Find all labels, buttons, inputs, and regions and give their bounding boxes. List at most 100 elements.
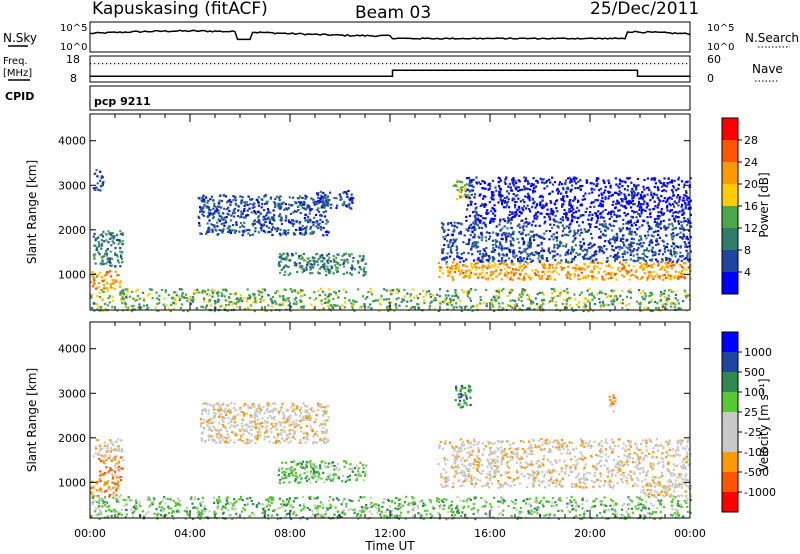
power-cell [136,294,139,298]
power-cell [571,215,574,218]
power-cell [627,200,630,203]
power-cell [271,305,274,308]
power-cell [512,250,515,253]
power-cell [570,307,573,310]
power-cell [142,304,146,307]
power-cell [562,186,565,190]
velocity-cell [227,422,230,425]
power-cell [636,194,639,197]
power-cell [192,298,195,301]
power-cell [264,220,267,223]
power-cell [100,263,103,266]
power-cell [442,248,445,251]
power-cell [648,240,652,243]
power-cell [687,257,690,260]
power-cell [283,208,286,211]
power-cell [158,294,161,297]
power-cell [466,295,469,298]
velocity-cell [115,455,118,458]
nave-dot [310,63,312,65]
power-cell [588,264,591,267]
power-cell [642,252,645,255]
power-cell [646,278,649,281]
power-cell [673,220,677,223]
power-cell [140,306,143,309]
power-cell [450,268,454,271]
velocity-cell [206,403,209,406]
power-cell [360,267,363,270]
power-cell [569,304,572,307]
power-cell [449,248,452,251]
power-cell [659,200,662,203]
power-cell [194,289,197,292]
power-cell [593,243,596,246]
power-cell [491,259,494,263]
power-cell [512,230,515,233]
power-cell [473,233,476,236]
power-cell [454,183,457,186]
power-cell [126,288,129,291]
power-cell [619,230,622,233]
nave-dot [330,63,332,65]
power-cell [651,177,654,180]
power-cell [590,270,593,273]
velocity-cell [277,410,280,413]
power-cell [457,296,460,299]
power-cell [574,269,577,273]
power-cell [664,228,667,231]
power-cell [252,301,255,304]
power-cell [562,245,565,248]
velocity-cell [116,486,119,489]
power-cell [674,245,677,248]
power-cell [553,223,556,226]
power-cell [684,268,687,271]
power-cell [371,300,374,303]
velocity-cell [95,489,98,492]
power-cell [300,294,303,297]
power-cell [95,287,98,290]
power-cell [625,228,628,231]
power-cell [472,241,475,244]
power-cell [657,202,661,205]
velocity-cell [105,482,108,485]
power-cell [566,217,570,220]
power-cell [319,255,322,258]
power-cell [561,219,564,222]
velocity-cell [204,407,207,410]
power-cell [297,290,300,293]
power-cell [689,213,692,216]
power-cell [326,260,329,263]
velocity-cell [299,426,303,429]
power-cell [677,187,680,190]
power-cell [618,261,621,264]
power-cell [593,265,596,268]
power-cell [442,301,445,304]
velocity-cell [269,414,272,417]
velocity-cell [115,490,118,493]
power-cell [208,208,211,211]
power-cell [687,245,690,248]
nave-dot [550,63,552,65]
power-cell [544,204,547,207]
power-cell [326,301,330,304]
power-cell [564,183,567,186]
power-cell [654,205,657,208]
velocity-cell [110,441,113,444]
power-cell [683,241,686,244]
power-cell [590,232,593,235]
power-cell [529,258,532,261]
velocity-cell [271,402,275,405]
power-cell [618,227,621,230]
power-cell [456,247,459,250]
velocity-cell [108,457,111,460]
power-cell [587,274,590,278]
power-cell [545,258,548,262]
power-cell [588,293,591,296]
power-cell [599,202,602,205]
power-cell [672,227,675,230]
power-cell [553,250,556,253]
power-cell [530,235,533,238]
power-cell [322,202,325,205]
power-cell [509,278,512,281]
power-cell [601,247,604,250]
